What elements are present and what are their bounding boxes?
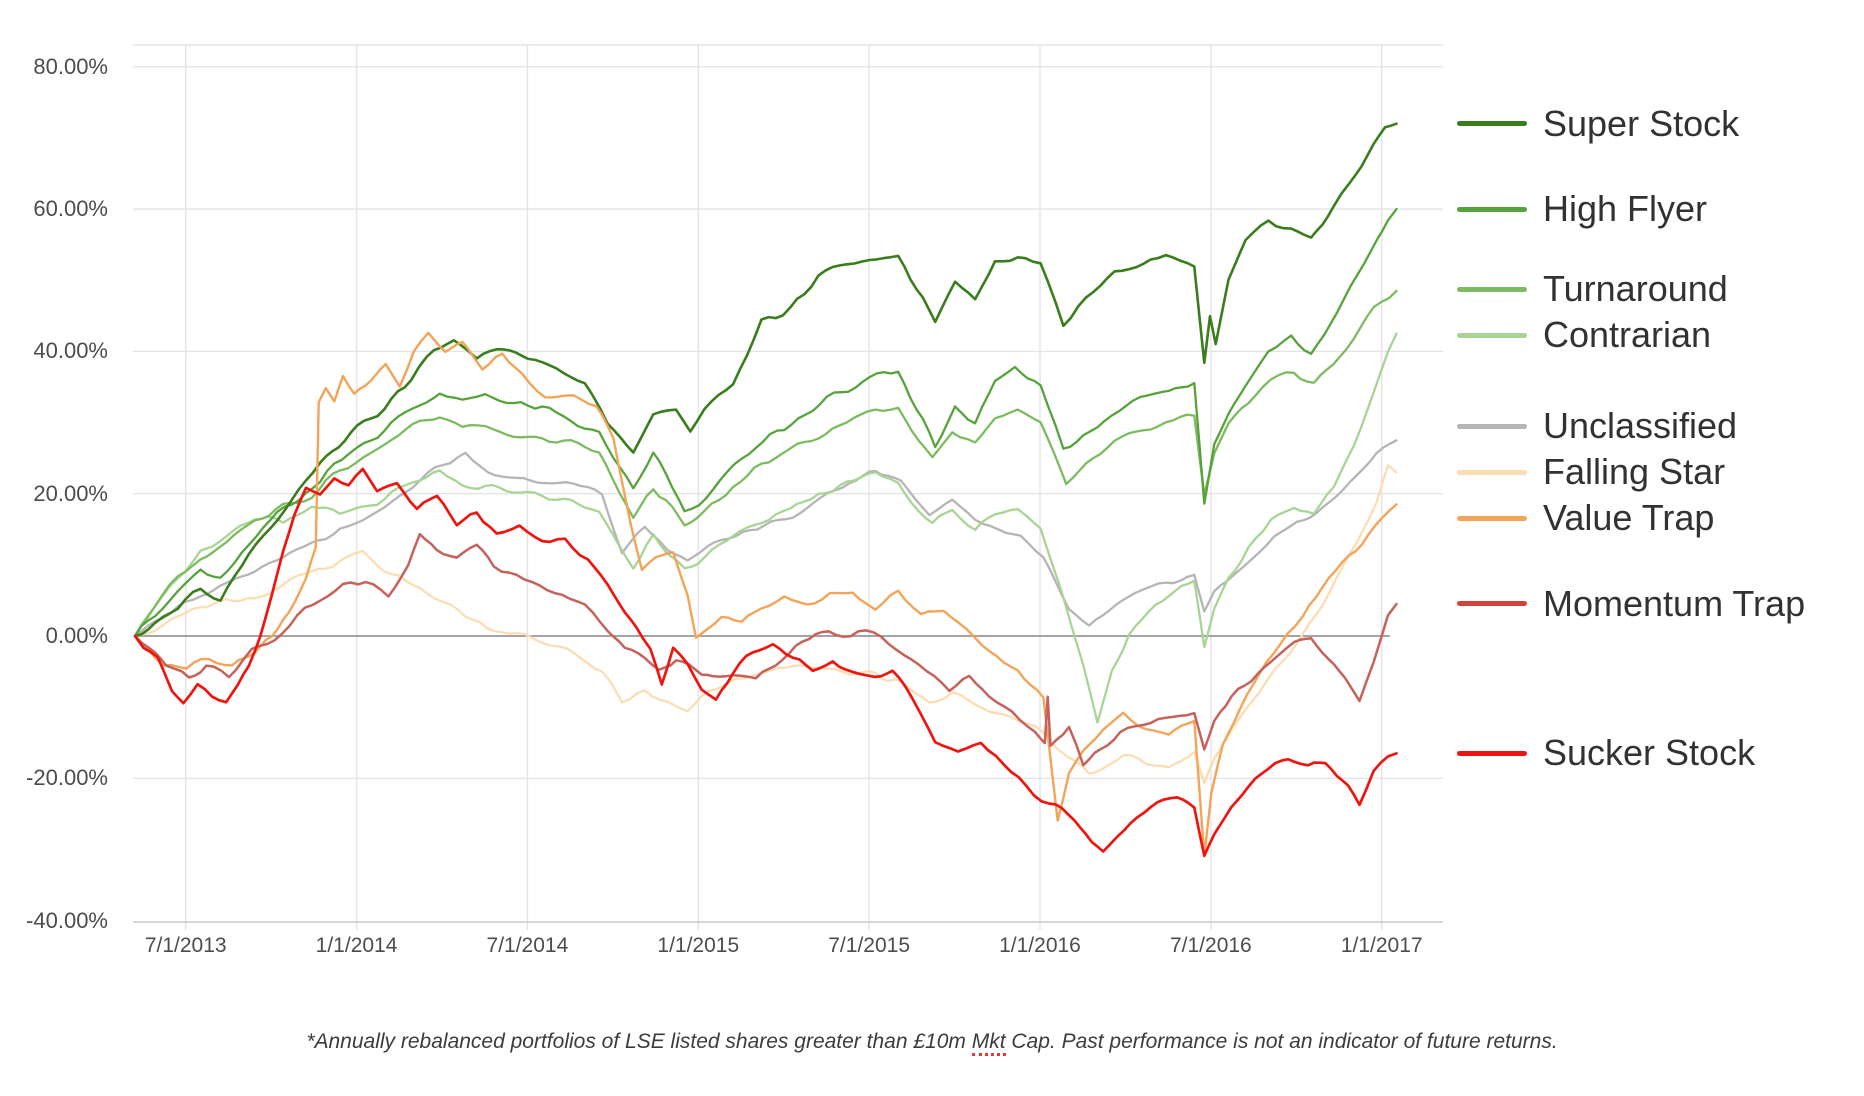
- series-line-sucker-stock[interactable]: [133, 467, 1398, 858]
- footnote-text-before: *Annually rebalanced portfolios of LSE l…: [306, 1030, 972, 1053]
- legend-label: Unclassified: [1543, 405, 1738, 447]
- legend-label: Falling Star: [1543, 451, 1726, 493]
- y-tick-label-1: 60.00%: [33, 196, 108, 222]
- legend-item-contrarian[interactable]: Contrarian: [1457, 314, 1712, 356]
- x-tick-label-3: 1/1/2015: [657, 934, 740, 957]
- series-line-value-trap[interactable]: [133, 331, 1398, 858]
- y-tick-label-4: 0.00%: [45, 623, 108, 648]
- legend-label: Momentum Trap: [1543, 582, 1806, 624]
- legend-swatch-icon: [1457, 286, 1527, 292]
- series-line-turnaround[interactable]: [133, 289, 1398, 638]
- series-lines: [133, 122, 1398, 858]
- series-line-unclassified[interactable]: [133, 439, 1398, 638]
- y-tick-label-3: 20.00%: [33, 480, 108, 506]
- x-tick-label-1: 1/1/2014: [315, 934, 398, 957]
- legend-swatch-icon: [1457, 332, 1527, 338]
- series-line-contrarian[interactable]: [133, 332, 1398, 724]
- y-tick-label-5: -20.00%: [26, 765, 108, 791]
- legend-item-turnaround[interactable]: Turnaround: [1457, 268, 1728, 310]
- y-tick-label-2: 40.00%: [33, 338, 108, 364]
- legend-item-sucker-stock[interactable]: Sucker Stock: [1457, 732, 1756, 774]
- legend-label: Contrarian: [1543, 314, 1712, 356]
- x-tick-label-6: 7/1/2016: [1169, 934, 1252, 957]
- legend-label: Value Trap: [1543, 497, 1715, 539]
- x-tick-label-5: 1/1/2016: [999, 934, 1081, 957]
- legend-swatch-icon: [1457, 206, 1527, 212]
- footnote-misspelled-word: Mkt: [971, 1030, 1006, 1056]
- legend-swatch-icon: [1457, 601, 1527, 607]
- footnote-text-after: Cap. Past performance is not an indicato…: [1005, 1030, 1558, 1053]
- x-tick-label-7: 1/1/2017: [1340, 934, 1423, 957]
- series-line-high-flyer[interactable]: [133, 207, 1398, 638]
- chart-legend: Super Stock High Flyer Turnaround Contraria…: [1457, 0, 1864, 1000]
- legend-item-momentum-trap[interactable]: Momentum Trap: [1457, 582, 1806, 624]
- series-line-momentum-trap[interactable]: [133, 532, 1398, 767]
- chart-footnote: *Annually rebalanced portfolios of LSE l…: [0, 1030, 1864, 1056]
- legend-swatch-icon: [1457, 121, 1527, 127]
- x-tick-label-4: 7/1/2015: [828, 934, 910, 957]
- series-line-super-stock[interactable]: [133, 122, 1398, 638]
- legend-item-falling-star[interactable]: Falling Star: [1457, 451, 1726, 493]
- legend-item-high-flyer[interactable]: High Flyer: [1457, 188, 1708, 230]
- legend-label: Turnaround: [1543, 268, 1728, 310]
- legend-swatch-icon: [1457, 423, 1527, 429]
- y-tick-label-0: 80.00%: [33, 53, 108, 79]
- legend-label: Sucker Stock: [1543, 732, 1756, 774]
- legend-item-value-trap[interactable]: Value Trap: [1457, 497, 1715, 539]
- gridlines: [133, 44, 1443, 930]
- legend-item-unclassified[interactable]: Unclassified: [1457, 405, 1738, 447]
- legend-swatch-icon: [1457, 750, 1527, 756]
- x-tick-label-2: 7/1/2014: [486, 934, 569, 957]
- legend-item-super-stock[interactable]: Super Stock: [1457, 102, 1740, 144]
- series-line-falling-star[interactable]: [133, 464, 1398, 784]
- legend-swatch-icon: [1457, 469, 1527, 475]
- legend-swatch-icon: [1457, 515, 1527, 521]
- x-tick-label-0: 7/1/2013: [144, 934, 227, 957]
- legend-label: Super Stock: [1543, 102, 1740, 144]
- y-tick-label-6: -40.00%: [26, 907, 108, 933]
- legend-label: High Flyer: [1543, 188, 1708, 230]
